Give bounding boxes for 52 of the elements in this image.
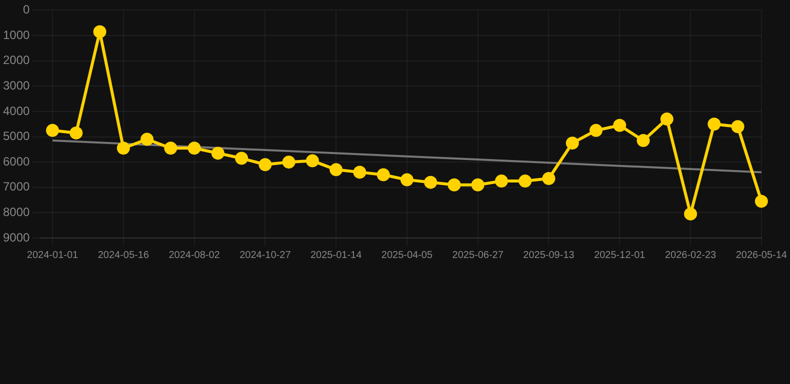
y-tick-label: 6000 bbox=[2, 154, 30, 168]
point bbox=[400, 173, 414, 186]
x-tick-label: 2025-06-27 bbox=[452, 250, 504, 261]
point bbox=[471, 178, 484, 192]
point bbox=[93, 25, 106, 38]
point bbox=[542, 172, 556, 186]
point bbox=[684, 207, 698, 220]
point bbox=[754, 194, 768, 208]
point bbox=[188, 142, 201, 155]
x-tick-label: 2025-09-13 bbox=[523, 250, 575, 261]
x-tick-label: 2024-05-16 bbox=[98, 250, 150, 261]
point bbox=[282, 156, 296, 169]
point bbox=[164, 142, 178, 155]
y-tick-label: 9000 bbox=[2, 230, 30, 244]
point bbox=[731, 120, 744, 134]
point bbox=[376, 168, 390, 182]
x-tick-label: 2026-05-14 bbox=[736, 250, 788, 261]
point bbox=[330, 163, 343, 176]
y-tick-label: 2000 bbox=[2, 53, 30, 68]
x-tick-label: 2025-12-01 bbox=[594, 250, 646, 261]
y-tick-label: 0 bbox=[23, 2, 30, 17]
point bbox=[636, 134, 650, 148]
point bbox=[211, 146, 224, 160]
point bbox=[518, 174, 532, 188]
point bbox=[590, 124, 603, 137]
point bbox=[353, 166, 366, 179]
point bbox=[235, 152, 248, 165]
x-tick-label: 2024-01-01 bbox=[26, 250, 79, 261]
y-tick-label: 3000 bbox=[2, 78, 30, 92]
point bbox=[708, 118, 721, 131]
point bbox=[46, 124, 60, 137]
x-tick-label: 2026-02-23 bbox=[664, 250, 717, 261]
y-tick-label: 4000 bbox=[2, 104, 30, 118]
point bbox=[140, 132, 154, 146]
point bbox=[494, 174, 508, 188]
point bbox=[613, 118, 626, 132]
x-tick-label: 2024-10-27 bbox=[240, 250, 292, 261]
point bbox=[424, 176, 438, 189]
x-tick-label: 2025-04-05 bbox=[381, 250, 433, 261]
y-tick-label: 1000 bbox=[2, 28, 30, 42]
y-tick-label: 8000 bbox=[2, 205, 30, 219]
point bbox=[258, 158, 272, 172]
y-tick-label: 5000 bbox=[2, 129, 30, 144]
point bbox=[116, 142, 130, 155]
y-tick-label: 7000 bbox=[2, 180, 30, 194]
point bbox=[306, 154, 319, 168]
x-tick-label: 2024-08-02 bbox=[168, 250, 220, 261]
point bbox=[70, 126, 83, 140]
x-tick-label: 2025-01-14 bbox=[310, 250, 362, 261]
point bbox=[566, 136, 579, 150]
point bbox=[660, 112, 674, 126]
point bbox=[448, 178, 461, 192]
